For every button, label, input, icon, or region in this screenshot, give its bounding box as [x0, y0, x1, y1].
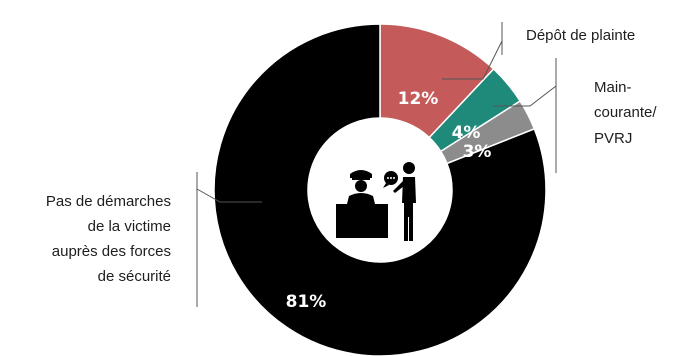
label-pas-demarches-line4: de sécurité: [98, 268, 171, 285]
leader-line-depot: [442, 40, 503, 80]
label-pas-demarches-line3: auprès des forces: [52, 243, 171, 260]
leader-line-main-courante: [493, 85, 557, 107]
donut-slices: [213, 23, 547, 356]
label-main-courante-line3: PVRJ: [594, 130, 632, 147]
slice-label-81: 81%: [286, 292, 327, 312]
label-main-courante-line1: Main-: [594, 79, 632, 96]
leader-line-pas-demarches: [196, 188, 262, 203]
label-depot-de-plainte: Dépôt de plainte: [526, 27, 635, 44]
donut-hole: [308, 118, 452, 262]
slice-label-3: 3%: [463, 142, 492, 162]
label-main-courante-line2: courante/: [594, 104, 657, 121]
label-pas-demarches-line2: de la victime: [88, 218, 171, 235]
police-desk-icon: [336, 162, 416, 241]
label-pas-demarches-line1: Pas de démarches: [46, 193, 171, 210]
slice-label-4: 4%: [452, 123, 481, 143]
slice-label-12: 12%: [398, 89, 439, 109]
